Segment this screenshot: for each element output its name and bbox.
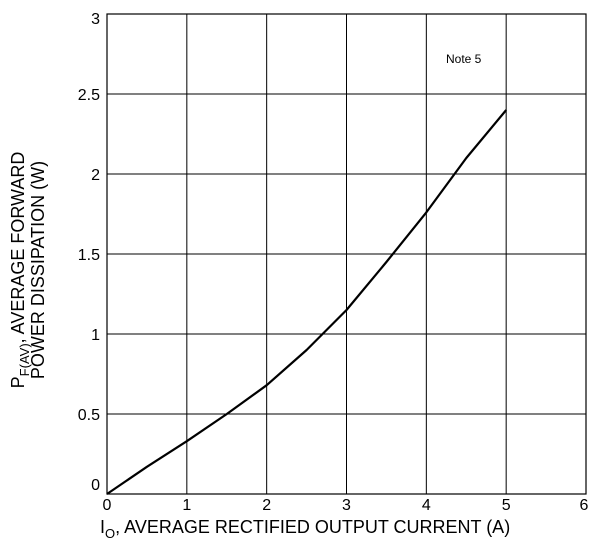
y-axis-title-text: , AVERAGE FORWARD [8,152,28,344]
y-tick-label: 3 [91,11,100,28]
x-axis-title: IO, AVERAGE RECTIFIED OUTPUT CURRENT (A) [100,517,510,541]
y-tick-label: 2.5 [78,87,100,104]
y-axis-title-line1: PF(AV), AVERAGE FORWARD [8,152,32,389]
x-tick-label: 5 [502,497,511,514]
y-tick-label: 2 [91,167,100,184]
x-tick-label: 2 [262,497,271,514]
x-tick-label: 4 [422,497,431,514]
x-axis-title-subscript: O [105,526,115,541]
x-tick-labels: 0 1 2 3 4 5 6 [103,497,589,514]
note-annotation: Note 5 [446,52,482,66]
plot-frame [106,13,587,495]
y-axis-title-subscript: F(AV) [17,343,32,376]
series-lines [106,109,508,495]
x-tick-label: 6 [580,497,589,514]
y-tick-label: 1 [91,327,100,344]
y-tick-labels: 0 0.5 1 1.5 2 2.5 3 [78,11,100,494]
series-line [106,109,508,495]
grid-lines [106,13,587,495]
x-tick-label: 1 [182,497,191,514]
x-axis-title-text: , AVERAGE RECTIFIED OUTPUT CURRENT (A) [115,517,510,537]
y-axis-title-prefix: P [8,376,28,388]
y-tick-label: 0 [91,477,100,494]
y-tick-label: 1.5 [78,247,100,264]
y-axis-title-line2: POWER DISSIPATION (W) [28,161,48,379]
y-tick-label: 0.5 [78,407,100,424]
x-tick-label: 3 [342,497,351,514]
x-axis-title-prefix: I [100,517,105,537]
x-tick-label: 0 [103,497,112,514]
